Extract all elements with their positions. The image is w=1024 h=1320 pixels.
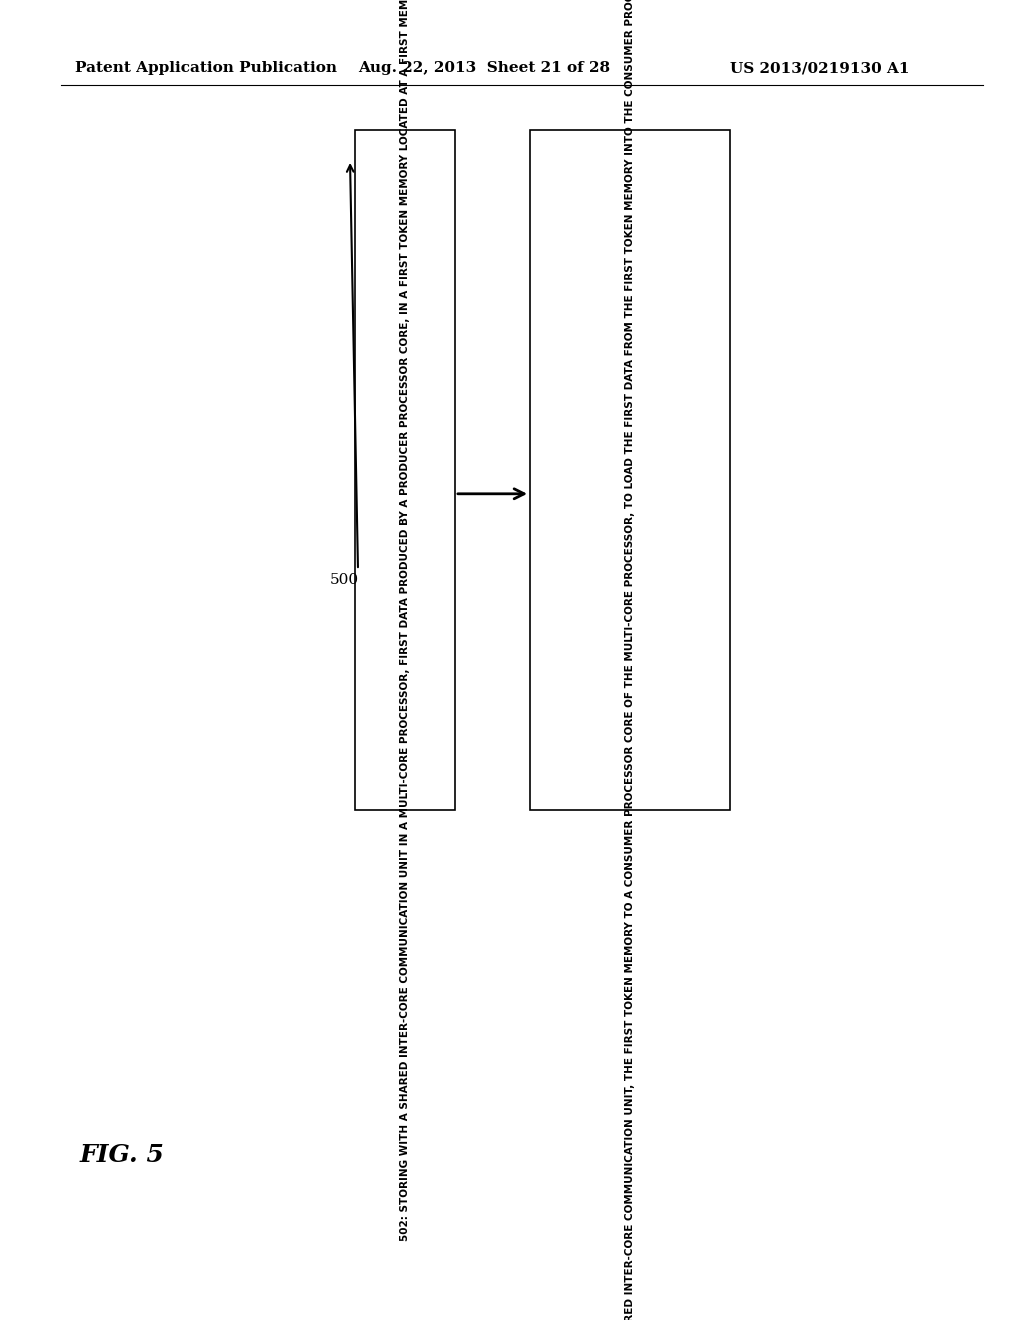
Text: 502: STORING WITH A SHARED INTER-CORE COMMUNICATION UNIT IN A MULTI-CORE PROCESS: 502: STORING WITH A SHARED INTER-CORE CO… [400, 0, 410, 1241]
Bar [355, 129, 455, 810]
Text: Aug. 22, 2013  Sheet 21 of 28: Aug. 22, 2013 Sheet 21 of 28 [358, 61, 610, 75]
Text: Patent Application Publication: Patent Application Publication [75, 61, 337, 75]
Text: FIG. 5: FIG. 5 [80, 1143, 165, 1167]
Text: 504: CONNECTING WITH THE SHARED INTER-CORE COMMUNICATION UNIT, THE FIRST TOKEN M: 504: CONNECTING WITH THE SHARED INTER-CO… [625, 0, 635, 1320]
Text: 500: 500 [330, 573, 359, 587]
Text: US 2013/0219130 A1: US 2013/0219130 A1 [730, 61, 909, 75]
Bar [530, 129, 730, 810]
